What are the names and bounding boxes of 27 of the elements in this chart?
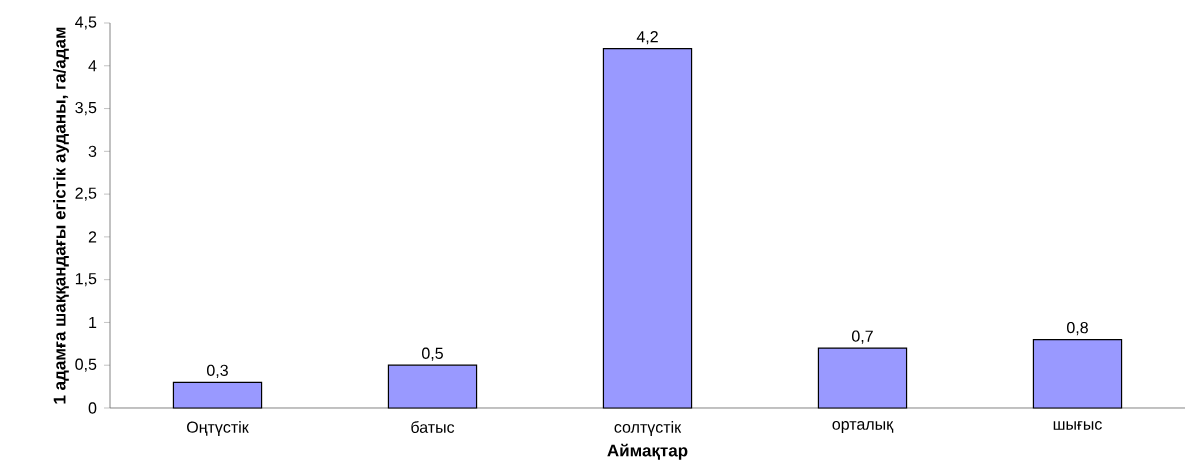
x-tick-label: Оңтүстік	[187, 421, 249, 436]
bar	[1032, 338, 1123, 409]
y-tick-label: 0,5	[75, 358, 97, 372]
y-tick-label: 4,5	[75, 16, 97, 30]
y-tick-label: 2,5	[75, 187, 97, 201]
x-axis-title: Аймақтар	[607, 443, 688, 460]
x-tick-label: орталық	[832, 421, 894, 433]
x-tick-label: солтүстік	[614, 421, 682, 436]
data-label: 0,8	[1067, 321, 1088, 336]
y-tick-label: 3	[88, 145, 97, 157]
x-tick-label: батыс	[411, 421, 455, 433]
data-label: 0,5	[422, 347, 443, 361]
data-label: 0,3	[207, 364, 228, 378]
x-tick-label: шығыс	[1053, 421, 1102, 430]
data-label: 4,2	[636, 31, 658, 45]
bar	[817, 347, 908, 409]
y-axis-title: 1 адамға шаққандағы егістік ауданы, га/адам	[53, 27, 69, 404]
bar	[172, 381, 263, 409]
y-tick-label: 1	[89, 316, 97, 328]
bar	[602, 48, 693, 409]
data-label: 0,7	[852, 330, 873, 344]
y-tick-label: 1,5	[75, 273, 97, 287]
y-tick-label: 3,5	[75, 101, 97, 116]
y-tick-label: 0	[88, 402, 97, 414]
bar	[387, 364, 478, 409]
y-tick-label: 4	[88, 60, 97, 72]
y-tick-label: 2	[88, 231, 97, 243]
